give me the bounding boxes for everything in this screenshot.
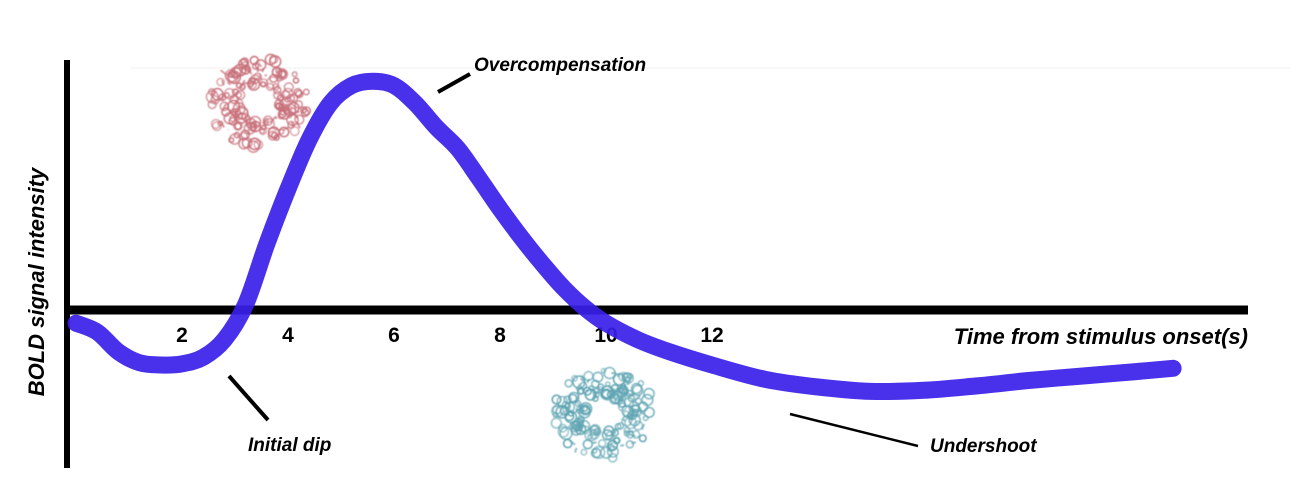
x-tick-label: 8 xyxy=(494,324,506,347)
x-tick-labels: 2 4 6 8 10 12 xyxy=(176,324,724,347)
undershoot-leader-line xyxy=(789,412,919,448)
x-tick-label: 2 xyxy=(176,324,188,347)
annotation-overcompensation: Overcompensation xyxy=(474,55,646,76)
protein-structure-icon xyxy=(550,366,655,463)
series-line xyxy=(67,72,1182,401)
annotation-undershoot: Undershoot xyxy=(930,436,1037,457)
y-axis-label: BOLD signal intensity xyxy=(24,166,49,396)
x-tick-label: 12 xyxy=(700,324,723,347)
x-axis-label: Time from stimulus onset(s) xyxy=(954,324,1248,349)
annotation-initial-dip: Initial dip xyxy=(248,435,331,456)
x-tick-label: 6 xyxy=(388,324,400,347)
x-tick-label: 4 xyxy=(282,324,294,347)
protein-structure-icon xyxy=(205,53,312,153)
initial-dip-leader-line xyxy=(227,374,270,422)
overcompensation-leader-line xyxy=(437,72,471,94)
